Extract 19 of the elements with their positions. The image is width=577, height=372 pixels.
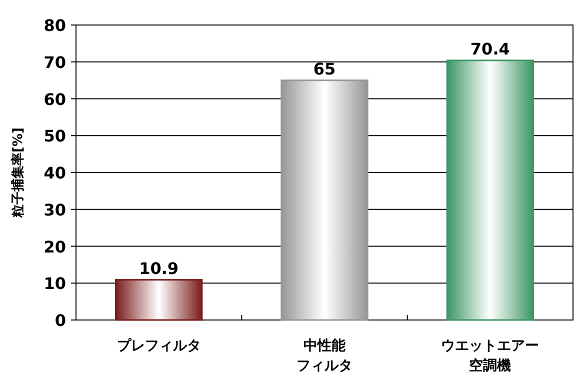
- y-tick-label: 10: [44, 274, 66, 294]
- bar: [280, 80, 368, 321]
- y-tick-label: 70: [44, 52, 66, 72]
- y-tick-label: 20: [44, 237, 66, 256]
- x-tick-label: ウエットエアー空調機: [441, 338, 540, 372]
- y-axis-title: 粒子捕集率[%]: [10, 128, 26, 218]
- bar: [446, 60, 534, 321]
- y-tick-label: 30: [44, 200, 66, 220]
- y-tick-label: 0: [54, 311, 66, 330]
- y-tick-label: 40: [44, 164, 66, 182]
- x-tick-label: プレフィルタ: [116, 337, 201, 354]
- y-tick-label: 60: [44, 90, 66, 109]
- data-label: 70.4: [470, 39, 510, 58]
- data-label: 65: [313, 59, 336, 78]
- bar: [115, 279, 203, 321]
- x-tick-label: 中性能フィルタ: [296, 338, 352, 372]
- y-tick-label: 80: [44, 16, 66, 35]
- data-label: 10.9: [139, 258, 179, 278]
- y-tick-label: 50: [44, 126, 66, 146]
